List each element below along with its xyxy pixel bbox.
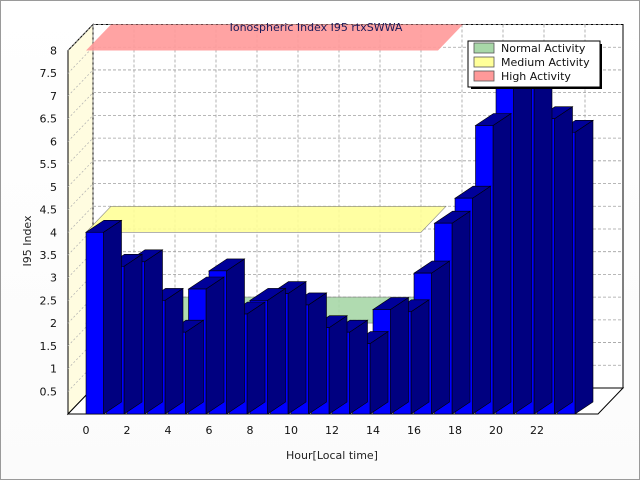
x-tick-label: 22 [530, 424, 544, 437]
y-tick-label: 5 [50, 181, 57, 194]
x-tick-label: 14 [366, 424, 380, 437]
legend-shadow-bottom [471, 87, 602, 89]
band-plane-high-activity [86, 24, 463, 51]
bar-0 [85, 219, 123, 415]
y-tick-label: 1 [50, 363, 57, 376]
y-tick-label: 2 [50, 317, 57, 330]
legend-high-activity: High Activity [501, 70, 571, 83]
x-tick-label: 10 [284, 424, 298, 437]
y-tick-label: 1.5 [40, 340, 58, 353]
bar-side [431, 260, 450, 415]
bar-side [205, 276, 225, 415]
bar-front [85, 231, 104, 415]
x-tick-label: 12 [325, 424, 339, 437]
bar-side [185, 319, 204, 415]
bar-side [308, 292, 327, 415]
legend-swatch-high [473, 70, 495, 82]
x-tick-label: 8 [247, 424, 254, 437]
bar-side [369, 331, 389, 415]
bar-side [492, 112, 512, 415]
bar-side [164, 287, 184, 415]
bar-side [451, 210, 471, 415]
y-tick-label: 3.5 [40, 249, 58, 262]
bar-side [410, 299, 430, 415]
legend-normal-activity: Normal Activity [501, 42, 586, 55]
y-tick-label: 4.5 [40, 204, 58, 217]
x-tick-label: 2 [124, 424, 131, 437]
x-tick-label: 6 [206, 424, 213, 437]
bar-side [144, 249, 163, 415]
bar-side [554, 106, 573, 415]
legend-swatch-medium [473, 56, 495, 68]
chart-title: Ionospheric Index I95 rtxSWWA [230, 21, 403, 34]
x-tick-label: 16 [407, 424, 421, 437]
legend-shadow [600, 44, 602, 89]
bar-side [287, 281, 307, 415]
legend-medium-activity: Medium Activity [501, 56, 590, 69]
y-tick-label: 6 [50, 135, 57, 148]
y-tick-label: 7.5 [40, 67, 58, 80]
bar-side [390, 296, 409, 415]
bar-side [123, 253, 143, 415]
bar-side [574, 119, 594, 415]
x-tick-label: 20 [489, 424, 503, 437]
bar-side [328, 315, 348, 415]
bar-side [103, 219, 122, 415]
x-axis-label: Hour[Local time] [286, 449, 378, 462]
bar-side [226, 258, 245, 415]
y-tick-label: 8 [50, 45, 57, 58]
y-tick-label: 0.5 [40, 385, 58, 398]
bar-side [533, 51, 553, 415]
legend-swatch-normal [473, 42, 495, 54]
legend: Normal Activity Medium Activity High Act… [467, 40, 602, 89]
x-tick-label: 0 [83, 424, 90, 437]
y-tick-label: 2.5 [40, 294, 58, 307]
y-axis-label: I95 Index [21, 215, 34, 267]
bar-side [349, 319, 368, 415]
y-tick-label: 7 [50, 90, 57, 103]
bar-side [513, 74, 532, 415]
bar-side [472, 185, 491, 415]
y-tick-label: 5.5 [40, 158, 58, 171]
y-tick-label: 3 [50, 272, 57, 285]
bar-side [246, 301, 266, 415]
y-tick-label: 4 [50, 226, 57, 239]
x-tick-label: 4 [165, 424, 172, 437]
bar-side [267, 287, 286, 415]
x-tick-label: 18 [448, 424, 462, 437]
band-plane-medium-activity [85, 206, 447, 233]
y-tick-label: 6.5 [40, 113, 58, 126]
